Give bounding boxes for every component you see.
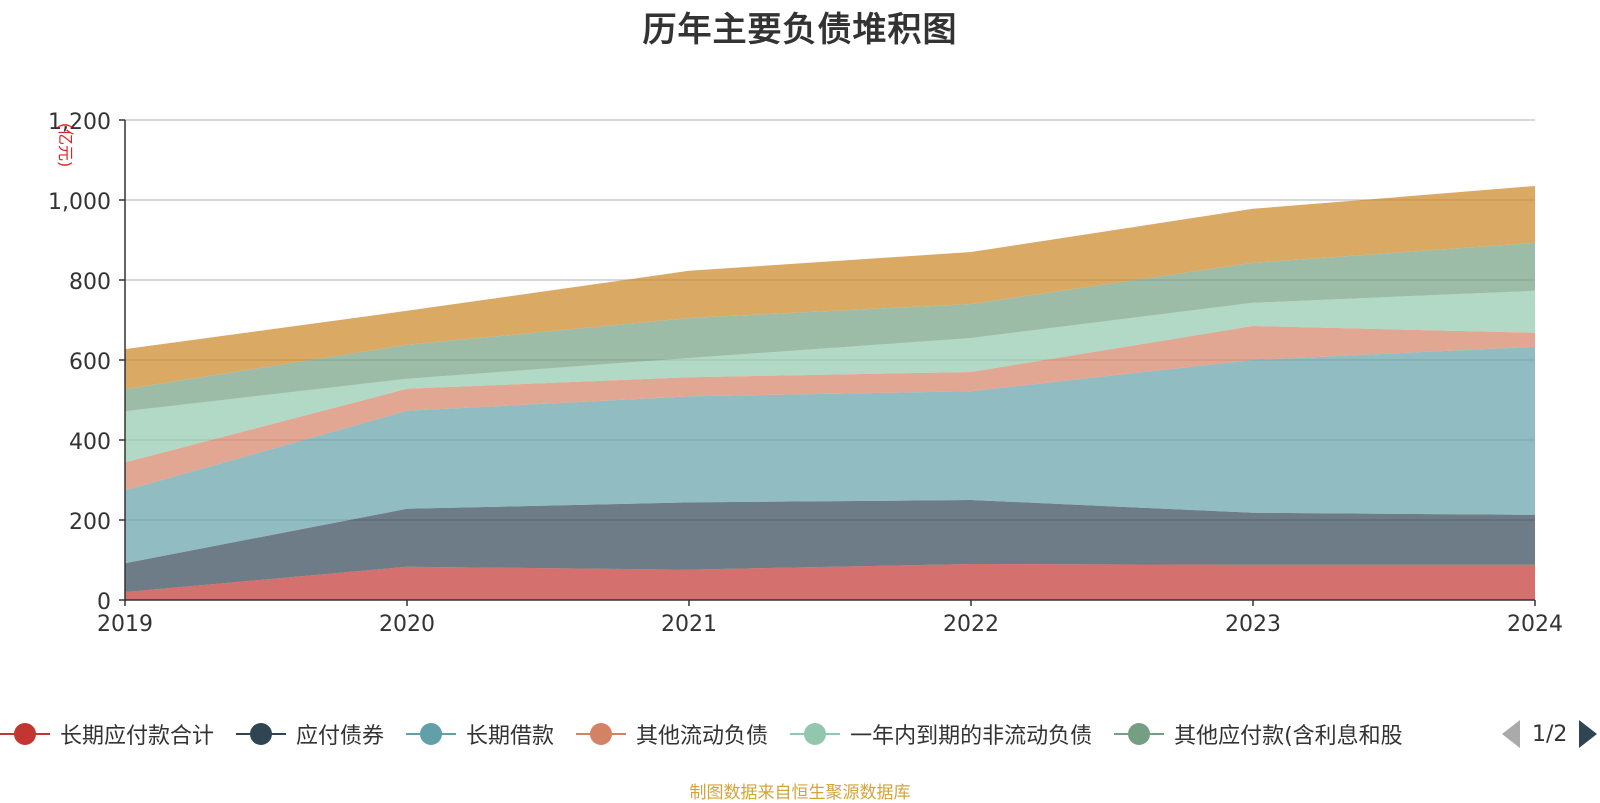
legend-label: 其他流动负债 <box>636 724 769 749</box>
legend-label: 应付债券 <box>296 724 385 749</box>
area-series-6 <box>125 242 1535 412</box>
legend-label: 长期应付款合计 <box>60 724 215 749</box>
legend: 长期应付款合计 应付债券 长期借款 其他流动负债 一年内到期的非流动负债 其他应付款(含利… <box>0 716 1425 752</box>
area-series-7 <box>125 186 1535 390</box>
y-tick-label: 600 <box>69 350 111 375</box>
source-note: 制图数据来自恒生聚源数据库 <box>689 783 911 803</box>
x-tick-label: 2019 <box>97 612 153 637</box>
legend-marker-icon <box>0 720 50 748</box>
y-axis-unit-label: (亿元) <box>56 123 75 168</box>
legend-label: 长期借款 <box>466 724 555 749</box>
y-tick-label: 1,200 <box>48 110 111 135</box>
legend-marker-icon <box>406 720 457 748</box>
legend-prev-icon[interactable] <box>1502 720 1520 748</box>
legend-item[interactable]: 其他应付款(含利息和股 <box>1114 718 1403 750</box>
legend-item[interactable]: 长期应付款合计 <box>0 718 214 750</box>
y-tick-label: 200 <box>69 510 111 535</box>
legend-item[interactable]: 长期借款 <box>406 718 554 750</box>
chart-title: 历年主要负债堆积图 <box>642 10 958 50</box>
x-tick-label: 2023 <box>1225 612 1281 637</box>
y-tick-label: 0 <box>97 590 111 615</box>
legend-pager: 1/2 <box>1498 716 1598 752</box>
legend-item[interactable]: 一年内到期的非流动负债 <box>790 718 1092 750</box>
x-tick-label: 2020 <box>379 612 435 637</box>
legend-marker-icon <box>790 720 841 748</box>
x-tick-label: 2024 <box>1507 612 1563 637</box>
legend-marker-icon <box>1114 720 1165 748</box>
y-tick-label: 400 <box>69 430 111 455</box>
legend-marker-icon <box>236 720 287 748</box>
axes: 0 200 400 600 800 1,000 1,200 2019 2020 2021 2022 2… <box>48 110 1563 637</box>
area-series-2 <box>125 500 1535 592</box>
area-series-5 <box>125 290 1535 463</box>
area-series-1 <box>125 564 1535 600</box>
stacked-areas <box>125 186 1535 600</box>
y-tick-label: 1,000 <box>48 190 111 215</box>
legend-label: 一年内到期的非流动负债 <box>850 724 1093 749</box>
legend-next-icon[interactable] <box>1579 720 1598 748</box>
y-tick-label: 800 <box>69 270 111 295</box>
legend-item[interactable]: 应付债券 <box>236 718 384 750</box>
x-tick-label: 2022 <box>943 612 999 637</box>
x-tick-label: 2021 <box>661 612 717 637</box>
legend-label: 其他应付款(含利息和股 <box>1174 724 1403 749</box>
area-series-3 <box>125 346 1535 564</box>
area-series-4 <box>125 326 1535 491</box>
chart-plot: 0 200 400 600 800 1,000 1,200 2019 2020 2021 2022 2… <box>48 110 1563 637</box>
legend-page-indicator: 1/2 <box>1532 721 1568 747</box>
legend-item[interactable]: 其他流动负债 <box>576 718 768 750</box>
legend-marker-icon <box>576 720 627 748</box>
